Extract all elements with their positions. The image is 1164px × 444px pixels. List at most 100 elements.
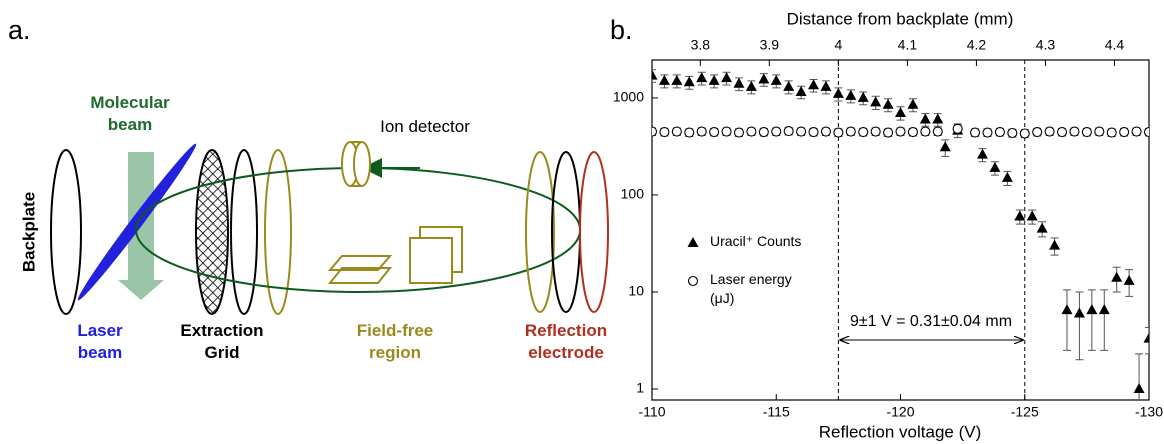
error-bar (697, 127, 706, 136)
error-bar (834, 87, 843, 102)
error-bar (685, 75, 694, 90)
x2-tick-label: 3.8 (691, 37, 711, 53)
error-bar (896, 106, 905, 121)
data-point (1019, 128, 1030, 139)
data-point (758, 73, 770, 84)
error-bar (834, 128, 843, 138)
data-point (652, 69, 658, 80)
error-bar (1087, 289, 1096, 351)
error-bar (652, 69, 656, 83)
data-point (671, 74, 683, 85)
reflection-electrode-label: Reflection electrode (524, 321, 608, 362)
data-point (796, 126, 807, 137)
data-point (708, 74, 720, 85)
x2-tick-label: 4.1 (898, 37, 918, 53)
error-bar (921, 113, 930, 127)
error-bar (772, 127, 781, 136)
data-point (808, 126, 819, 138)
error-bar (908, 98, 917, 113)
error-bar (660, 74, 669, 89)
data-point (883, 127, 894, 138)
data-point (808, 79, 820, 90)
data-point (1143, 126, 1149, 138)
error-bar (1082, 127, 1091, 137)
data-point (820, 80, 832, 91)
error-bar (797, 127, 806, 136)
data-point (994, 126, 1005, 138)
data-point (845, 126, 856, 137)
error-bar (809, 127, 818, 137)
x2-tick-label: 4.2 (967, 37, 987, 53)
data-point (882, 98, 894, 109)
error-bar (759, 127, 768, 137)
error-bar (672, 74, 681, 89)
data-point (733, 77, 745, 88)
backplate (50, 149, 82, 315)
data-point (857, 91, 869, 102)
error-bar (734, 128, 743, 138)
data-point (746, 126, 757, 137)
error-bar (1095, 127, 1104, 136)
error-bar (884, 128, 893, 138)
data-point (684, 127, 695, 138)
data-point (1098, 304, 1110, 315)
data-point (795, 86, 807, 97)
plot-frame (651, 59, 1150, 401)
x2-tick-label: 4.4 (1105, 37, 1125, 53)
annotation: 9±1 V = 0.31±0.04 mm (850, 313, 1012, 330)
electrode (551, 151, 581, 313)
data-point (696, 72, 708, 83)
data-point (1123, 274, 1135, 285)
electrode (264, 149, 292, 315)
data-point (721, 72, 733, 83)
data-point (845, 89, 857, 100)
data-point (858, 126, 869, 138)
data-point (1036, 222, 1048, 233)
data-point (683, 76, 695, 87)
field-free-plate (327, 267, 393, 284)
error-bar (722, 127, 731, 136)
error-bar (908, 127, 917, 137)
data-point (1143, 332, 1149, 343)
error-bar (1028, 209, 1037, 225)
error-bar (1135, 353, 1144, 400)
error-bar (772, 74, 781, 89)
data-point (952, 124, 964, 135)
error-bar (697, 71, 706, 86)
error-bar (809, 78, 818, 93)
data-point (895, 126, 906, 137)
data-point (671, 126, 682, 137)
x2-tick-label: 4.3 (1036, 37, 1056, 53)
x-tick-label: -115 (763, 404, 790, 420)
data-point (969, 127, 981, 138)
legend-label: Uracil⁺ Counts (710, 233, 802, 249)
data-point (907, 98, 919, 109)
error-bar (821, 80, 830, 95)
data-point (1094, 126, 1105, 137)
data-point (982, 127, 993, 138)
legend-marker (687, 275, 699, 287)
data-point (1111, 271, 1123, 282)
error-bar (1120, 127, 1129, 137)
data-point (895, 106, 906, 117)
error-bar (846, 127, 855, 136)
error-bar (747, 127, 756, 136)
electrode (525, 151, 555, 313)
error-bar (859, 91, 868, 106)
field-free-box (409, 237, 453, 284)
error-bar (921, 127, 930, 136)
data-point (977, 148, 989, 159)
data-point (820, 126, 832, 137)
error-bar (1100, 289, 1109, 351)
data-point (783, 126, 794, 137)
data-point (1131, 126, 1142, 137)
diagram: a. Backplate (8, 15, 609, 315)
extraction-grid-label: Extraction Grid (180, 321, 264, 362)
error-bar (660, 127, 669, 137)
field-free-plate (327, 255, 393, 271)
data-point (652, 126, 658, 137)
x-tick-label: -110 (639, 404, 666, 420)
error-bar (1145, 127, 1149, 137)
laser-beam-label: Laser beam (77, 321, 123, 362)
